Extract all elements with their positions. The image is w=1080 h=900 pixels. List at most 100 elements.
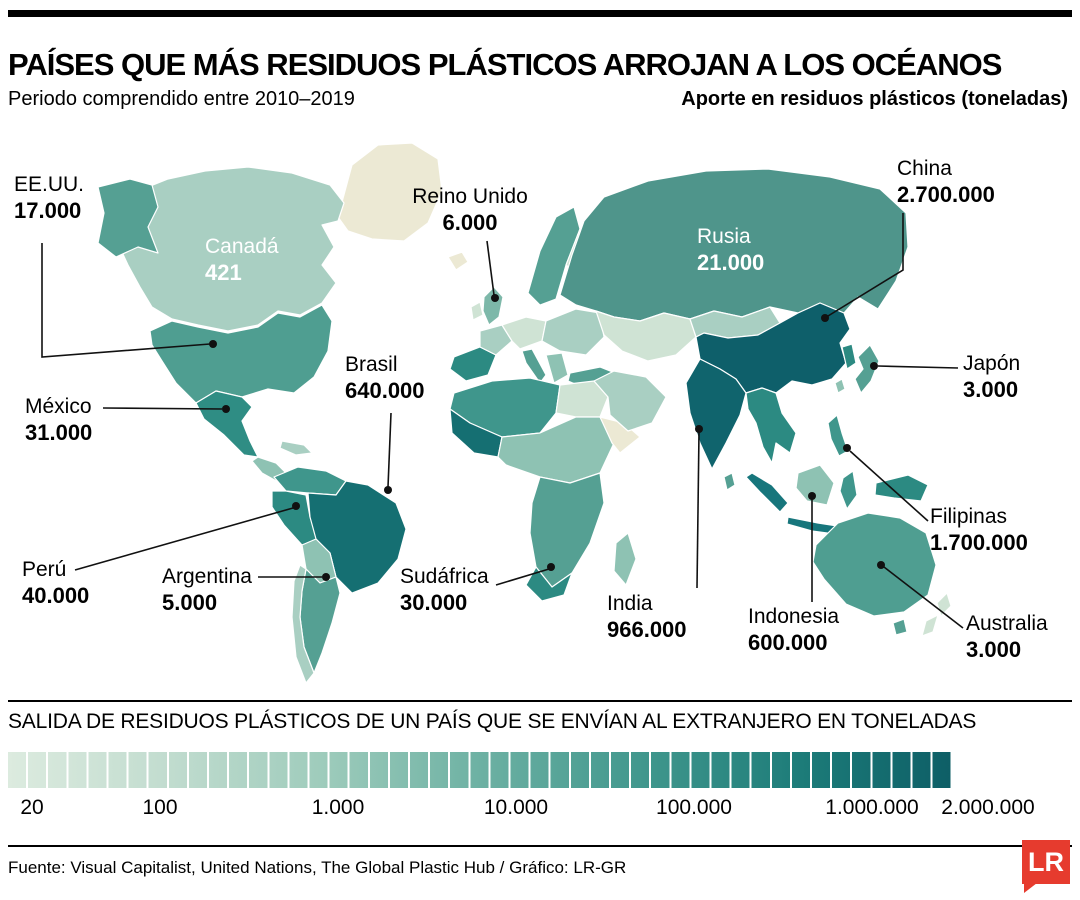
label-mexico: México 31.000: [25, 395, 92, 446]
region-kazakhstan: [595, 310, 697, 362]
country-value: 421: [205, 259, 242, 285]
country-name: Australia: [966, 612, 1048, 635]
region-indochina: [745, 387, 797, 464]
country-usa: [149, 304, 333, 404]
region-korea: [841, 343, 857, 370]
top-rule: [8, 10, 1072, 17]
leader-dots: [209, 294, 885, 581]
country-name: Rusia: [697, 225, 751, 248]
footer-rule: [8, 845, 1072, 847]
region-new-zealand: [921, 592, 952, 637]
country-value: 2.700.000: [897, 181, 995, 207]
page-title: PAÍSES QUE MÁS RESIDUOS PLÁSTICOS ARROJA…: [8, 46, 1002, 82]
label-usa: EE.UU. 17.000: [14, 173, 84, 224]
country-iceland: [447, 251, 469, 271]
legend-color-scale: [8, 752, 952, 788]
region-chile: [291, 564, 315, 684]
country-value: 40.000: [22, 582, 90, 608]
region-middle-east: [593, 370, 667, 432]
region-balkans: [545, 352, 569, 384]
label-brazil: Brasil 640.000: [345, 353, 425, 404]
country-value: 6.000: [442, 209, 498, 235]
region-sumatra: [745, 472, 789, 513]
region-ireland: [470, 301, 484, 321]
subtitle-unit: Aporte en residuos plásticos (toneladas): [681, 88, 1068, 110]
subtitle-period: Periodo comprendido entre 2010–2019: [8, 88, 355, 110]
legend-ticks: 20 100 1.000 10.000 100.000 1.000.000 2.…: [8, 796, 1072, 826]
region-sri-lanka: [723, 472, 736, 491]
label-australia: Australia 3.000: [966, 612, 1048, 663]
continent-asia: [559, 168, 929, 536]
label-indonesia: Indonesia 600.000: [748, 605, 839, 656]
country-value: 1.700.000: [930, 529, 1028, 555]
country-name: Indonesia: [748, 605, 840, 628]
country-name: Perú: [22, 558, 67, 581]
country-value: 17.000: [14, 197, 82, 223]
country-name: Filipinas: [930, 505, 1008, 528]
region-tasmania: [892, 618, 908, 636]
region-alaska: [97, 178, 159, 258]
source-credit: Fuente: Visual Capitalist, United Nation…: [8, 858, 627, 877]
country-name: Canadá: [205, 235, 279, 258]
world-map: EE.UU. 17.000 Canadá 421 Reino Unido 6.0…: [0, 125, 1080, 700]
legend-tick: 10.000: [483, 796, 549, 819]
legend-tick: 100: [142, 796, 178, 819]
country-australia: [812, 512, 937, 617]
label-peru: Perú 40.000: [22, 558, 89, 609]
country-greenland: [337, 142, 443, 242]
legend-tick: 100.000: [656, 796, 732, 819]
legend-title: SALIDA DE RESIDUOS PLÁSTICOS DE UN PAÍS …: [8, 710, 977, 733]
continent-africa: [449, 370, 667, 602]
lr-logo: LR: [1022, 840, 1070, 893]
continent-south-america: [271, 466, 407, 684]
country-name: India: [607, 592, 653, 615]
label-canada: Canadá 421: [205, 235, 279, 286]
country-name: China: [897, 157, 952, 180]
country-value: 30.000: [400, 589, 468, 615]
region-italy: [521, 348, 547, 384]
region-sulawesi: [839, 470, 858, 510]
country-south-africa: [525, 566, 573, 602]
country-name: Argentina: [162, 565, 252, 588]
country-mexico: [195, 390, 259, 458]
country-value: 966.000: [607, 616, 687, 642]
country-value: 31.000: [25, 419, 93, 445]
region-madagascar: [613, 532, 637, 586]
legend-tick: 2.000.000: [941, 796, 1035, 819]
label-india: India 966.000: [607, 592, 687, 643]
country-name: México: [25, 395, 92, 418]
region-caribbean: [279, 440, 313, 456]
leader-lines: [41, 213, 964, 629]
label-japan: Japón 3.000: [963, 352, 1020, 403]
label-argentina: Argentina 5.000: [162, 565, 252, 616]
country-value: 600.000: [748, 629, 828, 655]
label-uk: Reino Unido 6.000: [408, 185, 532, 236]
label-russia: Rusia 21.000: [697, 225, 764, 276]
country-name: Brasil: [345, 353, 398, 376]
label-south-africa: Sudáfrica 30.000: [400, 565, 489, 616]
legend-tick: 1.000: [311, 796, 365, 819]
country-name: Sudáfrica: [400, 565, 489, 588]
label-philippines: Filipinas 1.700.000: [930, 505, 1028, 556]
legend-tick: 20: [20, 796, 44, 819]
region-eastern-europe: [541, 308, 605, 356]
world-map-svg: [41, 142, 964, 684]
region-taiwan: [834, 378, 846, 394]
continent-oceania: [812, 512, 952, 637]
country-canada: [115, 166, 345, 332]
country-name: EE.UU.: [14, 173, 85, 196]
country-value: 640.000: [345, 377, 425, 403]
country-japan: [854, 344, 880, 394]
region-new-guinea: [874, 474, 929, 502]
country-value: 5.000: [162, 589, 218, 615]
legend-tick: 1.000.000: [825, 796, 919, 819]
country-value: 3.000: [966, 636, 1022, 662]
label-china: China 2.700.000: [897, 157, 995, 208]
region-borneo: [795, 464, 835, 506]
country-name: Japón: [963, 352, 1021, 375]
continent-north-america: [97, 142, 469, 484]
country-value: 21.000: [697, 249, 765, 275]
region-france: [479, 324, 513, 356]
region-east-africa: [529, 472, 605, 588]
